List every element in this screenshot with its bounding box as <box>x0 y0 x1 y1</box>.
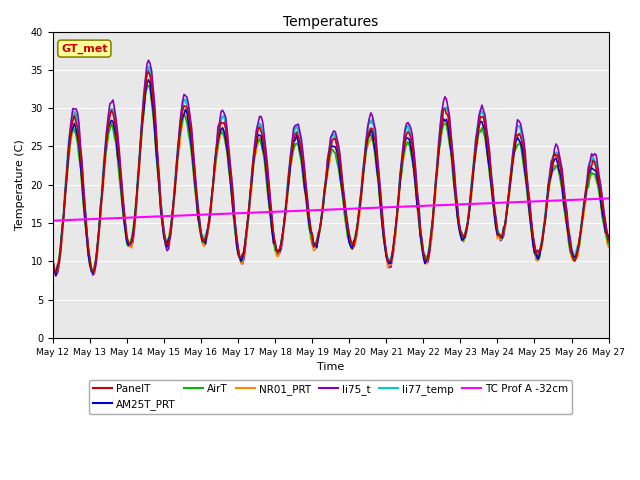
Legend: PanelT, AM25T_PRT, AirT, NR01_PRT, li75_t, li77_temp, TC Prof A -32cm: PanelT, AM25T_PRT, AirT, NR01_PRT, li75_… <box>89 380 572 414</box>
Title: Temperatures: Temperatures <box>283 15 378 29</box>
Y-axis label: Temperature (C): Temperature (C) <box>15 139 25 230</box>
Text: GT_met: GT_met <box>61 44 108 54</box>
X-axis label: Time: Time <box>317 362 344 372</box>
